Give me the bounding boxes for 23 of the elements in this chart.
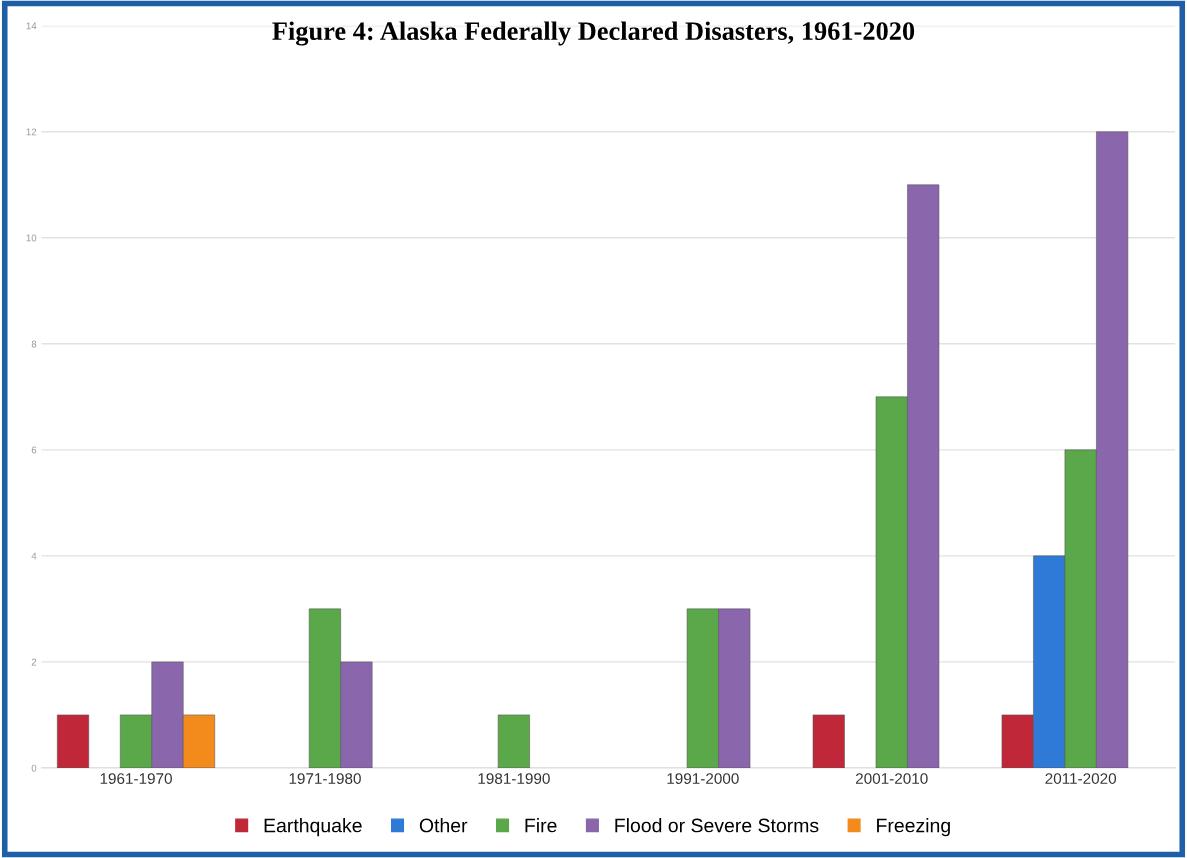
x-tick-label: 1981-1990 — [478, 773, 550, 784]
y-tick-label: 4 — [31, 552, 37, 560]
y-tick-label: 8 — [31, 340, 37, 348]
legend-label: Fire — [525, 818, 557, 833]
y-tick-label: 10 — [26, 234, 37, 242]
x-tick-label: 1991-2000 — [667, 773, 739, 784]
bar — [57, 714, 90, 768]
x-tick-label: 1961-1970 — [100, 773, 172, 784]
legend-label: Other — [419, 818, 468, 833]
bar — [497, 714, 530, 768]
y-tick-label: 0 — [31, 764, 37, 772]
legend-label: Flood or Severe Storms — [615, 818, 819, 833]
y-tick-label: 14 — [26, 22, 37, 30]
y-tick-label: 6 — [31, 446, 37, 454]
legend-label: Earthquake — [264, 818, 362, 837]
x-tick-label: 2011-2020 — [1045, 773, 1117, 784]
y-tick-label: 2 — [31, 658, 37, 666]
y-tick-label: 12 — [26, 128, 37, 136]
x-tick-label: 2001-2010 — [855, 773, 928, 784]
chart-title: Figure 4: Alaska Federally Declared Disasters, 1961-2020 — [272, 21, 915, 46]
bar — [812, 714, 845, 768]
legend-label: Freezing — [877, 818, 950, 837]
x-tick-label: 1971-1980 — [289, 773, 361, 784]
